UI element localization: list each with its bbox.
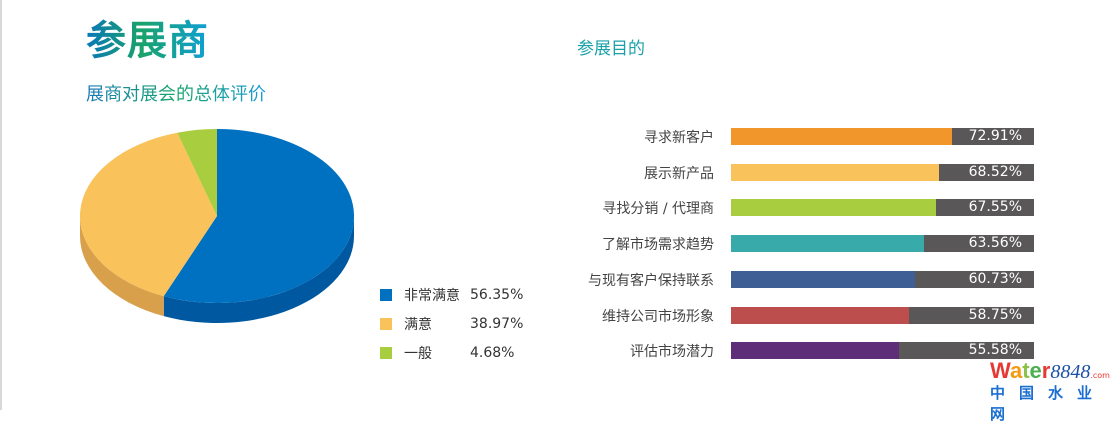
legend-swatch bbox=[380, 317, 392, 330]
bar bbox=[731, 128, 952, 145]
bar-category-label: 了解市场需求趋势 bbox=[602, 237, 714, 254]
pie-legend: 非常满意 56.35% 满意 38.97% 一般 4.68% bbox=[380, 280, 523, 367]
legend-value: 38.97% bbox=[470, 315, 524, 332]
bar-track: 60.73% bbox=[731, 270, 1034, 288]
bar-category-label: 展示新产品 bbox=[644, 165, 714, 182]
pie-title: 展商对展会的总体评价 bbox=[86, 80, 266, 106]
page-title: 参展商 bbox=[86, 8, 209, 66]
bar bbox=[731, 235, 924, 253]
legend-item: 一般 4.68% bbox=[380, 338, 523, 367]
water8848-logo: Water8848.com 中国水业网 bbox=[990, 358, 1119, 424]
bar-track: 68.52% bbox=[731, 163, 1034, 181]
bar-value-label: 55.58% bbox=[968, 342, 1022, 359]
bar-track: 58.75% bbox=[731, 306, 1034, 324]
bar-track: 55.58% bbox=[731, 342, 1034, 360]
logo-cn: 中国水业网 bbox=[990, 384, 1107, 423]
bar bbox=[731, 342, 900, 360]
legend-label: 非常满意 bbox=[404, 287, 460, 304]
legend-label: 满意 bbox=[404, 316, 432, 333]
bar-track: 67.55% bbox=[731, 199, 1034, 217]
bar-value-label: 67.55% bbox=[968, 199, 1022, 216]
bar-value-label: 72.91% bbox=[968, 128, 1022, 144]
bar bbox=[731, 306, 909, 324]
pie-slice-非常满意 bbox=[163, 129, 354, 304]
bar-category-label: 寻求新客户 bbox=[644, 130, 714, 146]
legend-value: 4.68% bbox=[470, 344, 515, 361]
bar-category-label: 寻找分销 / 代理商 bbox=[602, 201, 714, 218]
bar-value-label: 58.75% bbox=[968, 306, 1022, 323]
bar-value-label: 60.73% bbox=[968, 270, 1022, 287]
bar bbox=[731, 163, 939, 181]
legend-swatch bbox=[380, 346, 392, 359]
bar bbox=[731, 199, 936, 217]
bar-category-label: 与现有客户保持联系 bbox=[588, 272, 714, 289]
bar-value-label: 68.52% bbox=[968, 163, 1022, 180]
pie-side-满意 bbox=[80, 216, 164, 317]
bar-value-label: 63.56% bbox=[968, 235, 1022, 252]
bar-track: 63.56% bbox=[731, 235, 1034, 253]
legend-value: 56.35% bbox=[470, 286, 524, 303]
legend-label: 一般 bbox=[404, 345, 432, 362]
bar-category-label: 维持公司市场形象 bbox=[602, 308, 714, 325]
legend-item: 非常满意 56.35% bbox=[380, 280, 523, 309]
bar-chart-title: 参展目的 bbox=[577, 39, 645, 59]
bar bbox=[731, 270, 915, 288]
logo-suffix: .com bbox=[1090, 371, 1110, 380]
pie-side-非常满意 bbox=[163, 216, 354, 323]
legend-swatch bbox=[380, 288, 392, 301]
bar-category-label: 评估市场潜力 bbox=[630, 344, 714, 361]
page-edge bbox=[0, 0, 2, 410]
bar-track: 72.91% bbox=[731, 128, 1034, 145]
pie-slice-满意 bbox=[79, 132, 217, 297]
legend-item: 满意 38.97% bbox=[380, 309, 523, 338]
pie-slice-一般 bbox=[177, 129, 217, 216]
pie-chart bbox=[79, 129, 354, 323]
